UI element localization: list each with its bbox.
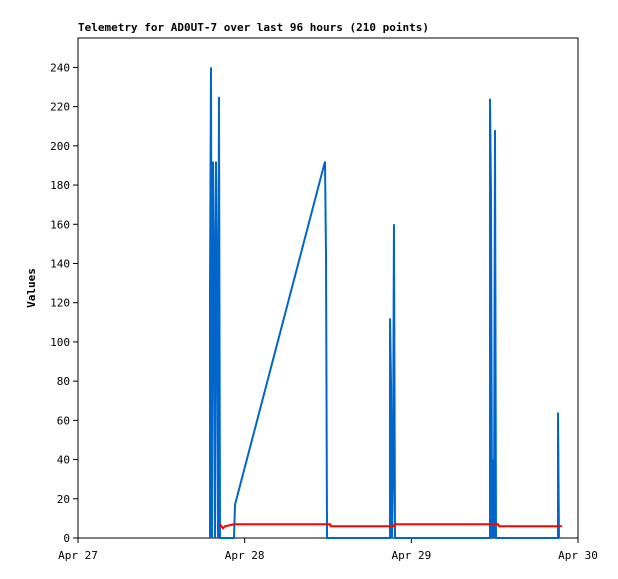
x-tick-label: Apr 29 bbox=[391, 549, 431, 562]
data-line bbox=[219, 523, 563, 530]
x-tick-label: Apr 30 bbox=[558, 549, 598, 562]
y-tick-label: 60 bbox=[57, 414, 70, 427]
y-tick-label: 120 bbox=[50, 297, 70, 310]
y-tick-label: 240 bbox=[50, 61, 70, 74]
y-tick-label: 200 bbox=[50, 140, 70, 153]
y-tick-label: 80 bbox=[57, 375, 70, 388]
y-tick-label: 220 bbox=[50, 101, 70, 114]
y-tick-label: 40 bbox=[57, 454, 70, 467]
data-line bbox=[209, 67, 560, 539]
y-tick-label: 160 bbox=[50, 218, 70, 231]
y-tick-label: 100 bbox=[50, 336, 70, 349]
chart-title: Telemetry for AD0UT-7 over last 96 hours… bbox=[78, 21, 429, 34]
y-tick-label: 20 bbox=[57, 493, 70, 506]
x-tick-label: Apr 27 bbox=[58, 549, 98, 562]
x-tick-label: Apr 28 bbox=[225, 549, 265, 562]
y-tick-label: 140 bbox=[50, 257, 70, 270]
y-tick-label: 0 bbox=[63, 532, 70, 545]
y-axis-label: Values bbox=[25, 268, 38, 308]
y-tick-label: 180 bbox=[50, 179, 70, 192]
